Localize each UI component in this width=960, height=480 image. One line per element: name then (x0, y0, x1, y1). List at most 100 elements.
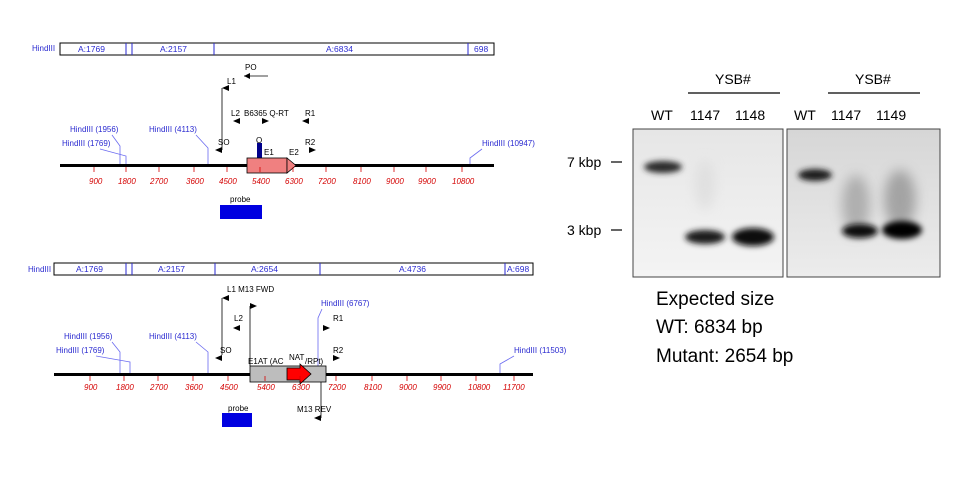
strain-group-label: YSB# (715, 71, 751, 87)
probe-label: probe (228, 404, 249, 413)
q-probe-marker (257, 143, 262, 158)
primer-label: PO (245, 63, 257, 72)
wild-type-locus-map: HindIII A:1769 A:2157 A:6834 698 HindIII… (32, 42, 535, 219)
strain-group-label: YSB# (855, 71, 891, 87)
hindiii-site-label: HindIII (10947) (482, 139, 535, 148)
axis-tick: 4500 (220, 383, 238, 392)
primer-label: M13 REV (297, 405, 332, 414)
primer-label: Q (256, 136, 262, 145)
band-wt-7kbp (798, 169, 832, 181)
axis-tick: 7200 (328, 383, 346, 392)
map1-axis-ticks: 900 1800 2700 3600 4500 5400 6300 7200 8… (89, 167, 475, 186)
primer-label: SO (220, 346, 232, 355)
expected-mutant: Mutant: 2654 bp (656, 346, 793, 367)
axis-tick: 7200 (318, 177, 336, 186)
primer-label: SO (218, 138, 230, 147)
primer-label: B6365 Q-RT (244, 109, 289, 118)
axis-tick: 4500 (219, 177, 237, 186)
lane-label: 1149 (876, 107, 906, 123)
band-1148-3kbp (732, 228, 774, 246)
map2-axis-ticks: 900 1800 2700 3600 4500 5400 6300 7200 8… (84, 376, 525, 392)
band-1147-3kbp (685, 230, 725, 244)
lane-label: WT (794, 107, 816, 123)
fragment-label: A:1769 (78, 44, 105, 54)
fragment-label: A:2157 (158, 264, 185, 274)
primer-label: R2 (333, 346, 344, 355)
hindiii-site-label: HindIII (4113) (149, 332, 197, 341)
axis-tick: 6300 (285, 177, 303, 186)
exon-label: E1 (264, 148, 274, 157)
hindiii-site-label: HindIII (1956) (70, 125, 119, 134)
axis-tick: 6300 (292, 383, 310, 392)
fragment-label: A:4736 (399, 264, 426, 274)
cassette-label: E1 (248, 357, 258, 366)
exon-e2 (286, 157, 297, 174)
hindiii-site-label: HindIII (1956) (64, 332, 113, 341)
axis-tick: 10800 (452, 177, 475, 186)
primer-label: L1 (227, 77, 236, 86)
fragment-bar (59, 42, 495, 56)
axis-tick: 3600 (185, 383, 203, 392)
band-1149-3kbp (882, 221, 922, 239)
cassette-label: AT (AC (258, 357, 284, 366)
expected-title: Expected size (656, 289, 774, 310)
axis-tick: 5400 (252, 177, 270, 186)
primer-label: L2 (231, 109, 240, 118)
axis-tick: 8100 (353, 177, 371, 186)
hindiii-site-label: HindIII (1769) (62, 139, 111, 148)
lane-label: 1148 (735, 107, 765, 123)
axis-tick: 3600 (186, 177, 204, 186)
band-wt-7kbp (644, 161, 682, 173)
expected-wt: WT: 6834 bp (656, 317, 763, 338)
axis-tick: 9000 (386, 177, 404, 186)
smear-1149 (884, 170, 916, 230)
fragment-label: A:2157 (160, 44, 187, 54)
lane-label: 1147 (690, 107, 720, 123)
nat-arrow (286, 363, 312, 385)
lane-label: WT (651, 107, 673, 123)
fragment-label: A:1769 (76, 264, 103, 274)
exon-label: E2 (289, 148, 299, 157)
fragment-bar (53, 262, 534, 276)
hindiii-site-label: HindIII (6767) (321, 299, 370, 308)
primer-label: L2 (234, 314, 243, 323)
primer-arrows (215, 73, 316, 153)
axis-tick: 900 (89, 177, 103, 186)
axis-tick: 8100 (364, 383, 382, 392)
lane-label: 1147 (831, 107, 861, 123)
axis-tick: 1800 (116, 383, 134, 392)
primer-arrows (215, 295, 340, 421)
fragment-bar-enzyme-label: HindIII (32, 44, 55, 53)
axis-tick: 2700 (149, 177, 168, 186)
expected-size-note: Expected size WT: 6834 bp Mutant: 2654 b… (656, 289, 793, 367)
size-marker: 7 kbp (567, 154, 601, 170)
hindiii-site-label: HindIII (11503) (514, 346, 567, 355)
fragment-label: A:698 (507, 264, 529, 274)
hindiii-site-label: HindIII (1769) (56, 346, 105, 355)
primer-label: R2 (305, 138, 316, 147)
axis-tick: 2700 (149, 383, 168, 392)
axis-tick: 10800 (468, 383, 491, 392)
primer-label: R1 (333, 314, 344, 323)
probe-label: probe (230, 195, 251, 204)
axis-tick: 9900 (433, 383, 451, 392)
fragment-bar-enzyme-label: HindIII (28, 265, 51, 274)
size-marker: 3 kbp (567, 222, 601, 238)
hindiii-site-label: HindIII (4113) (149, 125, 197, 134)
axis-tick: 9000 (399, 383, 417, 392)
southern-blot: YSB# YSB# WT 1147 1148 WT 1147 1149 7 kb… (567, 71, 941, 278)
axis-tick: 9900 (418, 177, 436, 186)
fragment-label: A:2654 (251, 264, 278, 274)
smear-1147 (842, 175, 870, 235)
primer-label: R1 (305, 109, 316, 118)
primer-label: L1 M13 FWD (227, 285, 274, 294)
mutant-locus-map: HindIII A:1769 A:2157 A:2654 A:4736 A:69… (28, 262, 567, 427)
probe-box (222, 413, 252, 427)
fragment-label: A:6834 (326, 44, 353, 54)
exon-e1 (246, 157, 288, 174)
axis-tick: 900 (84, 383, 98, 392)
axis-tick: 11700 (503, 383, 525, 392)
cassette-label: NAT (289, 353, 305, 362)
probe-box (220, 205, 262, 219)
